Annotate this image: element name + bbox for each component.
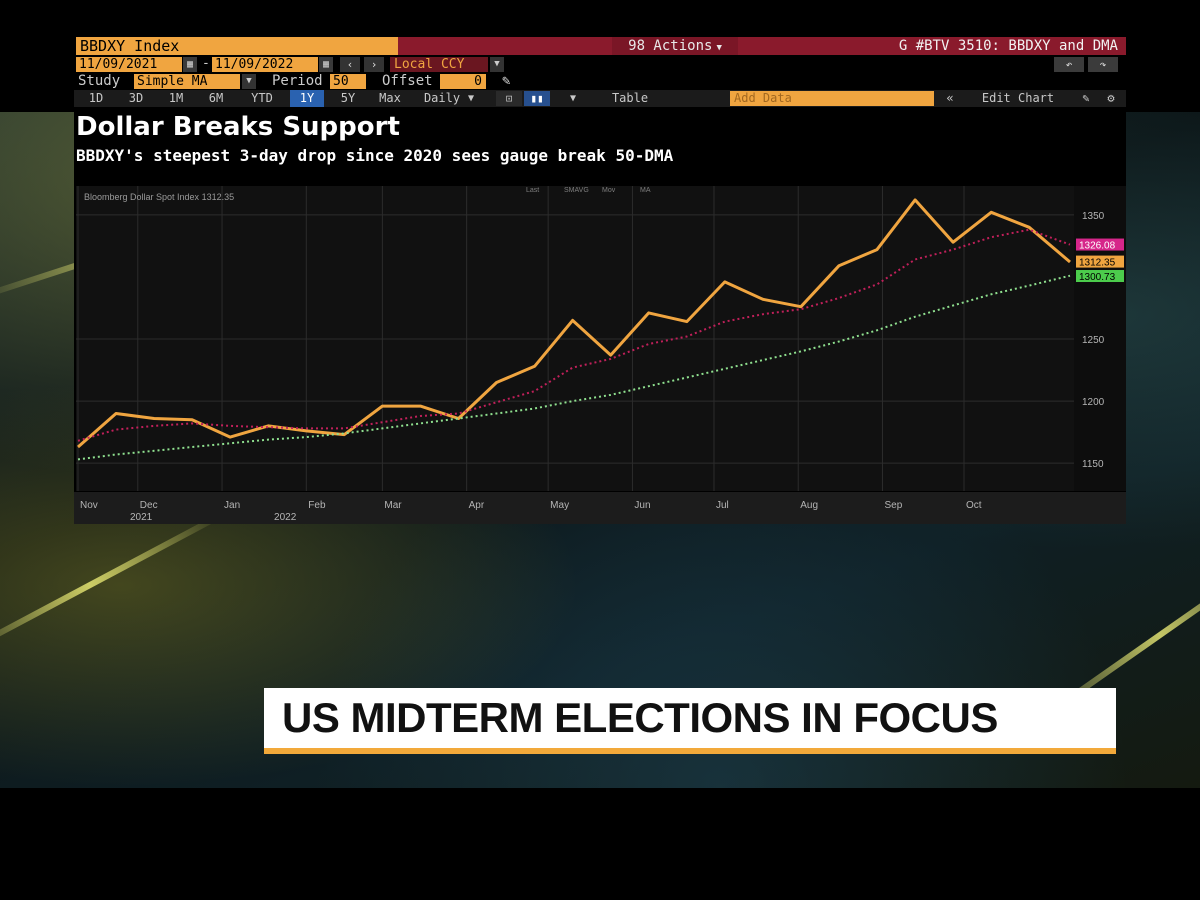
- caret-down-icon: ▼: [716, 43, 722, 53]
- range-ytd[interactable]: YTD: [251, 91, 273, 105]
- security-field[interactable]: BBDXY Index: [76, 37, 398, 55]
- caret-down-icon[interactable]: ▼: [490, 57, 504, 72]
- y-tick-label: 1200: [1082, 397, 1105, 408]
- title-bar-background: [398, 37, 1126, 55]
- range-1d[interactable]: 1D: [88, 91, 104, 105]
- redo-button[interactable]: ↷: [1088, 57, 1118, 72]
- x-tick-label: Dec: [140, 500, 158, 511]
- line-chart-icon[interactable]: ⊡: [496, 91, 522, 106]
- x-year-label: 2022: [274, 512, 297, 523]
- y-tick-label: 1250: [1082, 335, 1105, 346]
- light-streak: [0, 511, 224, 659]
- x-axis-panel: [74, 492, 1126, 524]
- lower-third-headline: US MIDTERM ELECTIONS IN FOCUS: [282, 694, 998, 741]
- study-select[interactable]: Simple MA: [134, 74, 240, 89]
- legend-entry: Mov: [602, 187, 616, 194]
- date-bar: 11/09/2021 ▦ - 11/09/2022 ▦ ‹ › Local CC…: [74, 56, 1126, 73]
- edit-chart-label: Edit Chart: [981, 91, 1055, 105]
- legend-entry: SMAVG: [564, 187, 589, 194]
- last-value-price: 1312.35: [1079, 258, 1116, 269]
- caret-down-icon[interactable]: ▼: [242, 74, 256, 89]
- pen-icon[interactable]: ✎: [502, 73, 511, 89]
- range-5y[interactable]: 5Y: [340, 91, 356, 105]
- range-3d[interactable]: 3D: [128, 91, 144, 105]
- prev-period-button[interactable]: ‹: [340, 57, 360, 72]
- series-line-0: [77, 198, 1071, 449]
- edit-chart-button[interactable]: Edit Chart: [966, 90, 1070, 107]
- x-tick-label: Jul: [716, 500, 729, 511]
- series-legend: Bloomberg Dollar Spot Index 1312.35: [84, 192, 234, 202]
- x-tick-label: Sep: [884, 500, 902, 511]
- graph-title: G #BTV 3510: BBDXY and DMA: [898, 38, 1118, 54]
- y-axis-panel: [1074, 186, 1126, 491]
- study-label: Study: [78, 73, 121, 89]
- period-label: Period: [272, 73, 323, 89]
- chart-subtitle: BBDXY's steepest 3-day drop since 2020 s…: [76, 146, 674, 165]
- period-field[interactable]: 50: [330, 74, 366, 89]
- date-separator: -: [202, 56, 210, 71]
- study-bar: Study Simple MA ▼ Period 50 Offset 0 ✎: [74, 73, 1126, 90]
- last-value-tag: [1076, 255, 1124, 268]
- legend-entry: Last: [526, 187, 539, 194]
- last-value-dma200: 1300.73: [1079, 272, 1116, 283]
- undo-button[interactable]: ↶: [1054, 57, 1084, 72]
- x-tick-label: Jan: [224, 500, 240, 511]
- legend-entry: MA: [640, 187, 651, 194]
- caret-down-icon[interactable]: ▼: [569, 93, 577, 104]
- x-tick-label: Aug: [800, 500, 818, 511]
- next-period-button[interactable]: ›: [364, 57, 384, 72]
- last-value-tag: [1076, 270, 1124, 283]
- caret-down-icon[interactable]: ▼: [467, 93, 475, 104]
- range-6m[interactable]: 6M: [208, 91, 224, 105]
- series-line-2: [77, 274, 1071, 461]
- start-date-field[interactable]: 11/09/2021: [76, 57, 182, 72]
- table-button[interactable]: Table: [611, 91, 649, 105]
- bar-chart-icon[interactable]: ▮▮: [524, 91, 550, 106]
- calendar-icon[interactable]: ▦: [183, 57, 197, 72]
- actions-menu-button[interactable]: 98 Actions ▼: [612, 37, 738, 55]
- x-tick-label: Mar: [384, 500, 402, 511]
- x-tick-label: Oct: [966, 500, 982, 511]
- title-bar: BBDXY Index 98 Actions ▼ G #BTV 3510: BBD…: [74, 36, 1126, 56]
- add-data-input[interactable]: Add Data: [730, 91, 934, 106]
- series-line-1: [77, 228, 1071, 442]
- x-tick-label: Apr: [469, 500, 485, 511]
- edit-icon[interactable]: ✎: [1082, 91, 1090, 105]
- currency-select[interactable]: Local CCY: [390, 57, 488, 72]
- offset-field[interactable]: 0: [440, 74, 486, 89]
- chart-title: Dollar Breaks Support: [76, 112, 400, 142]
- x-tick-label: Feb: [308, 500, 326, 511]
- bloomberg-terminal-window: BBDXY Index 98 Actions ▼ G #BTV 3510: BBD…: [74, 36, 1126, 524]
- last-value-dma50: 1326.08: [1079, 241, 1116, 252]
- gear-icon[interactable]: ⚙: [1107, 91, 1115, 105]
- range-toolbar: 1D 3D 1M 6M YTD 1Y 5Y Max Daily ▼ ⊡ ▮▮ ▼…: [74, 90, 1126, 107]
- last-value-tag: [1076, 238, 1124, 251]
- range-max[interactable]: Max: [379, 91, 401, 105]
- collapse-icon[interactable]: «: [946, 91, 954, 105]
- y-tick-label: 1350: [1082, 211, 1105, 222]
- gridlines: [76, 186, 1074, 491]
- end-date-field[interactable]: 11/09/2022: [212, 57, 318, 72]
- y-tick-label: 1150: [1082, 459, 1104, 470]
- calendar-icon[interactable]: ▦: [319, 57, 333, 72]
- x-tick-label: Nov: [80, 500, 98, 511]
- x-tick-label: May: [550, 500, 569, 511]
- range-1m[interactable]: 1M: [168, 91, 184, 105]
- offset-label: Offset: [382, 73, 433, 89]
- frequency-select[interactable]: Daily: [423, 91, 461, 105]
- price-chart: 1350 1250 1200 1150 1326.08 1312.35 1300.73 N…: [74, 170, 1126, 524]
- actions-label: 98 Actions: [628, 38, 713, 54]
- x-year-label: 2021: [130, 512, 153, 523]
- x-tick-label: Jun: [634, 500, 650, 511]
- range-1y[interactable]: 1Y: [290, 90, 324, 107]
- lower-third-banner: US MIDTERM ELECTIONS IN FOCUS: [264, 688, 1116, 754]
